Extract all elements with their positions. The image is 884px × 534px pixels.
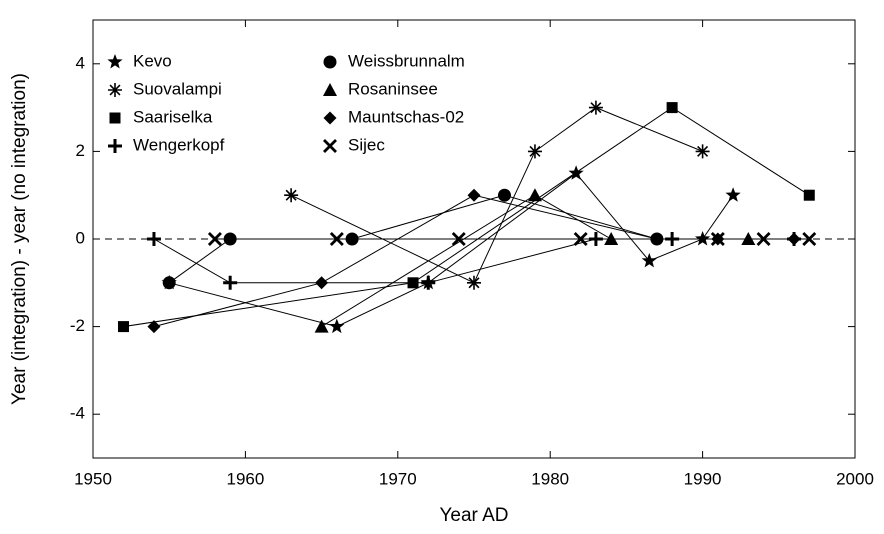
marker-diamond	[147, 320, 161, 334]
series-line	[153, 194, 795, 328]
y-tick-label: -2	[70, 316, 85, 335]
marker-square	[666, 102, 678, 114]
marker-star	[329, 318, 345, 334]
marker-circle	[497, 188, 511, 202]
marker-plus	[108, 139, 122, 153]
marker-star	[695, 231, 711, 246]
y-tick-label: 0	[76, 228, 85, 247]
marker-asterisk	[467, 275, 481, 290]
marker-asterisk	[695, 144, 710, 159]
series-line	[169, 172, 734, 328]
x-axis-label: Year AD	[439, 505, 508, 526]
legend-label: Wengerkopf	[133, 135, 225, 154]
marker-diamond	[467, 188, 481, 202]
x-tick-label: 2000	[836, 469, 874, 488]
marker-circle	[323, 55, 337, 69]
marker-triangle	[323, 83, 337, 96]
marker-x	[710, 232, 725, 246]
marker-asterisk	[284, 188, 299, 203]
y-axis-label: Year (integration) - year (no integratio…	[9, 73, 30, 405]
marker-x	[802, 232, 817, 246]
marker-asterisk	[588, 100, 603, 115]
marker-x	[756, 232, 771, 246]
y-tick-label: 4	[76, 53, 85, 72]
marker-square	[117, 321, 129, 333]
series-line	[290, 107, 703, 284]
legend-label: Kevo	[133, 51, 172, 70]
x-tick-label: 1970	[379, 469, 417, 488]
marker-x	[329, 232, 344, 246]
legend-label: Rosaninsee	[348, 79, 438, 98]
marker-asterisk	[527, 144, 542, 159]
marker-square	[109, 112, 121, 124]
marker-plus	[146, 232, 161, 246]
x-tick-label: 1990	[684, 469, 722, 488]
marker-star	[725, 187, 741, 202]
marker-diamond	[315, 276, 329, 290]
marker-asterisk	[108, 83, 122, 97]
y-tick-label: -4	[70, 404, 85, 423]
marker-x	[323, 139, 337, 153]
marker-star	[641, 252, 657, 268]
marker-star	[107, 54, 123, 69]
marker-triangle	[314, 319, 329, 333]
legend-label: Suovalampi	[133, 79, 222, 98]
y-tick-label: 2	[76, 141, 85, 160]
legend-label: Weissbrunnalm	[348, 51, 465, 70]
x-tick-label: 1960	[226, 469, 264, 488]
marker-x	[207, 232, 222, 246]
marker-x	[451, 232, 466, 246]
marker-plus	[421, 275, 436, 290]
series-line	[123, 107, 810, 328]
marker-square	[803, 189, 815, 201]
marker-x	[573, 232, 588, 246]
x-tick-label: 1980	[531, 469, 569, 488]
marker-triangle	[527, 188, 542, 202]
legend-label: Sijec	[348, 135, 385, 154]
marker-diamond	[323, 111, 337, 125]
marker-plus	[223, 275, 238, 290]
x-tick-label: 1950	[74, 469, 112, 488]
marker-circle	[162, 276, 176, 290]
legend-label: Mauntschas-02	[348, 107, 464, 126]
legend-label: Saariselka	[133, 107, 213, 126]
series-line	[321, 194, 749, 328]
